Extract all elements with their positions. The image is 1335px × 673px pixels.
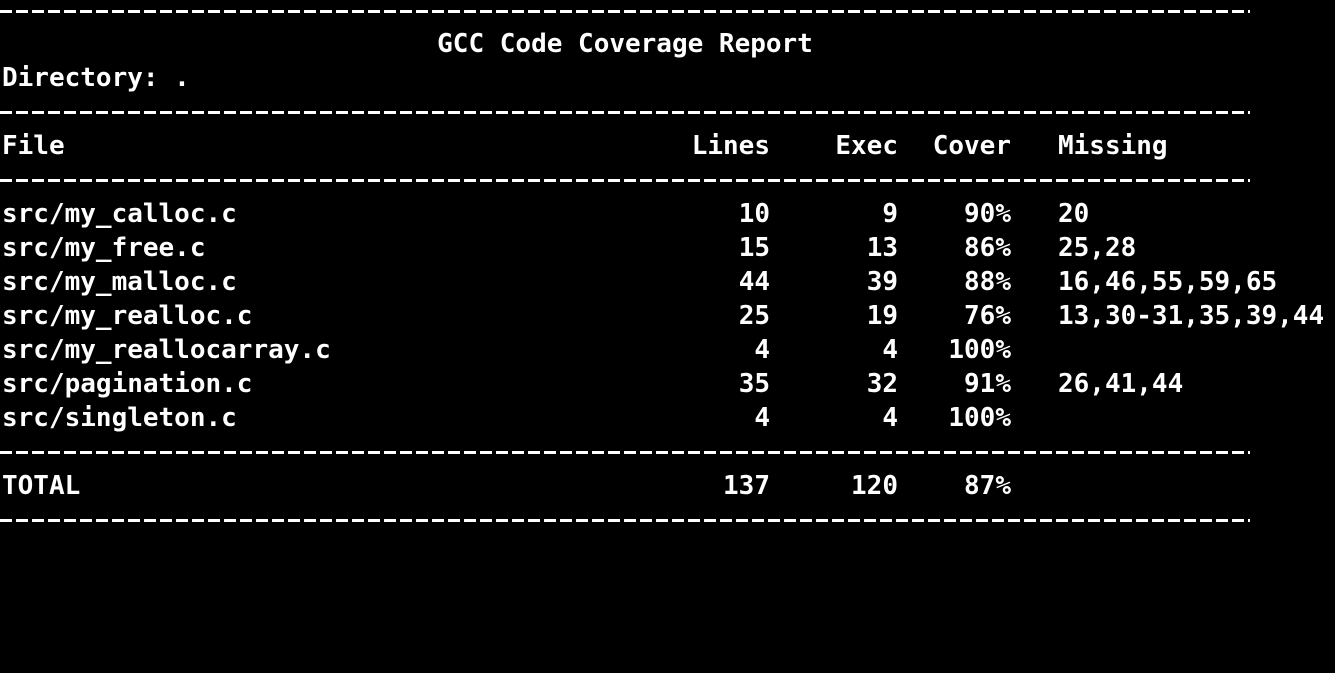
row-lines: 25 xyxy=(738,301,770,331)
header-exec: Exec xyxy=(835,131,898,161)
total-row: TOTAL 137 120 87% xyxy=(0,469,1335,503)
row-cover: 100% xyxy=(948,403,1011,433)
row-lines: 35 xyxy=(738,369,770,399)
row-missing: 13,30-31,35,39,44 xyxy=(1058,301,1325,331)
row-lines: 15 xyxy=(738,233,770,263)
table-row: src/my_reallocarray.c 4 4 100% xyxy=(0,333,1335,367)
header-file: File xyxy=(2,131,65,161)
table-row: src/singleton.c 4 4 100% xyxy=(0,401,1335,435)
row-file: src/my_calloc.c xyxy=(2,199,237,229)
row-missing: 20 xyxy=(1058,199,1090,229)
row-cover: 76% xyxy=(964,301,1011,331)
table-row: src/my_realloc.c 25 19 76% 13,30-31,35,3… xyxy=(0,299,1335,333)
row-file: src/my_free.c xyxy=(2,233,206,263)
separator-line xyxy=(0,95,1250,129)
row-file: src/my_realloc.c xyxy=(2,301,253,331)
header-lines: Lines xyxy=(691,131,770,161)
separator-line xyxy=(0,503,1250,537)
row-cover: 100% xyxy=(948,335,1011,365)
separator-line xyxy=(0,0,1250,28)
header-cover: Cover xyxy=(932,131,1011,161)
row-exec: 4 xyxy=(882,335,898,365)
row-exec: 9 xyxy=(882,199,898,229)
total-lines: 137 xyxy=(723,471,770,501)
row-cover: 91% xyxy=(964,369,1011,399)
row-file: src/my_malloc.c xyxy=(2,267,237,297)
row-missing: 16,46,55,59,65 xyxy=(1058,267,1278,297)
total-label: TOTAL xyxy=(2,471,81,501)
table-header: File Lines Exec Cover Missing xyxy=(0,129,1335,163)
table-row: src/pagination.c 35 32 91% 26,41,44 xyxy=(0,367,1335,401)
row-exec: 39 xyxy=(866,267,898,297)
row-exec: 32 xyxy=(866,369,898,399)
row-cover: 88% xyxy=(964,267,1011,297)
row-file: src/pagination.c xyxy=(2,369,253,399)
row-lines: 4 xyxy=(754,335,770,365)
table-row: src/my_free.c 15 13 86% 25,28 xyxy=(0,231,1335,265)
row-lines: 10 xyxy=(738,199,770,229)
table-row: src/my_malloc.c 44 39 88% 16,46,55,59,65 xyxy=(0,265,1335,299)
report-title: GCC Code Coverage Report xyxy=(437,29,813,59)
total-cover: 87% xyxy=(964,471,1011,501)
row-missing: 26,41,44 xyxy=(1058,369,1184,399)
header-missing: Missing xyxy=(1058,131,1168,161)
row-file: src/singleton.c xyxy=(2,403,237,433)
row-exec: 19 xyxy=(866,301,898,331)
row-lines: 4 xyxy=(754,403,770,433)
separator-line xyxy=(0,163,1250,197)
table-row: src/my_calloc.c 10 9 90% 20 xyxy=(0,197,1335,231)
row-lines: 44 xyxy=(738,267,770,297)
separator-line xyxy=(0,435,1250,469)
row-exec: 4 xyxy=(882,403,898,433)
terminal-output: GCC Code Coverage Report Directory: . Fi… xyxy=(0,0,1335,522)
row-missing: 25,28 xyxy=(1058,233,1137,263)
directory-label: Directory: . xyxy=(2,63,190,93)
row-exec: 13 xyxy=(866,233,898,263)
row-cover: 86% xyxy=(964,233,1011,263)
row-file: src/my_reallocarray.c xyxy=(2,335,331,365)
total-exec: 120 xyxy=(851,471,898,501)
row-cover: 90% xyxy=(964,199,1011,229)
